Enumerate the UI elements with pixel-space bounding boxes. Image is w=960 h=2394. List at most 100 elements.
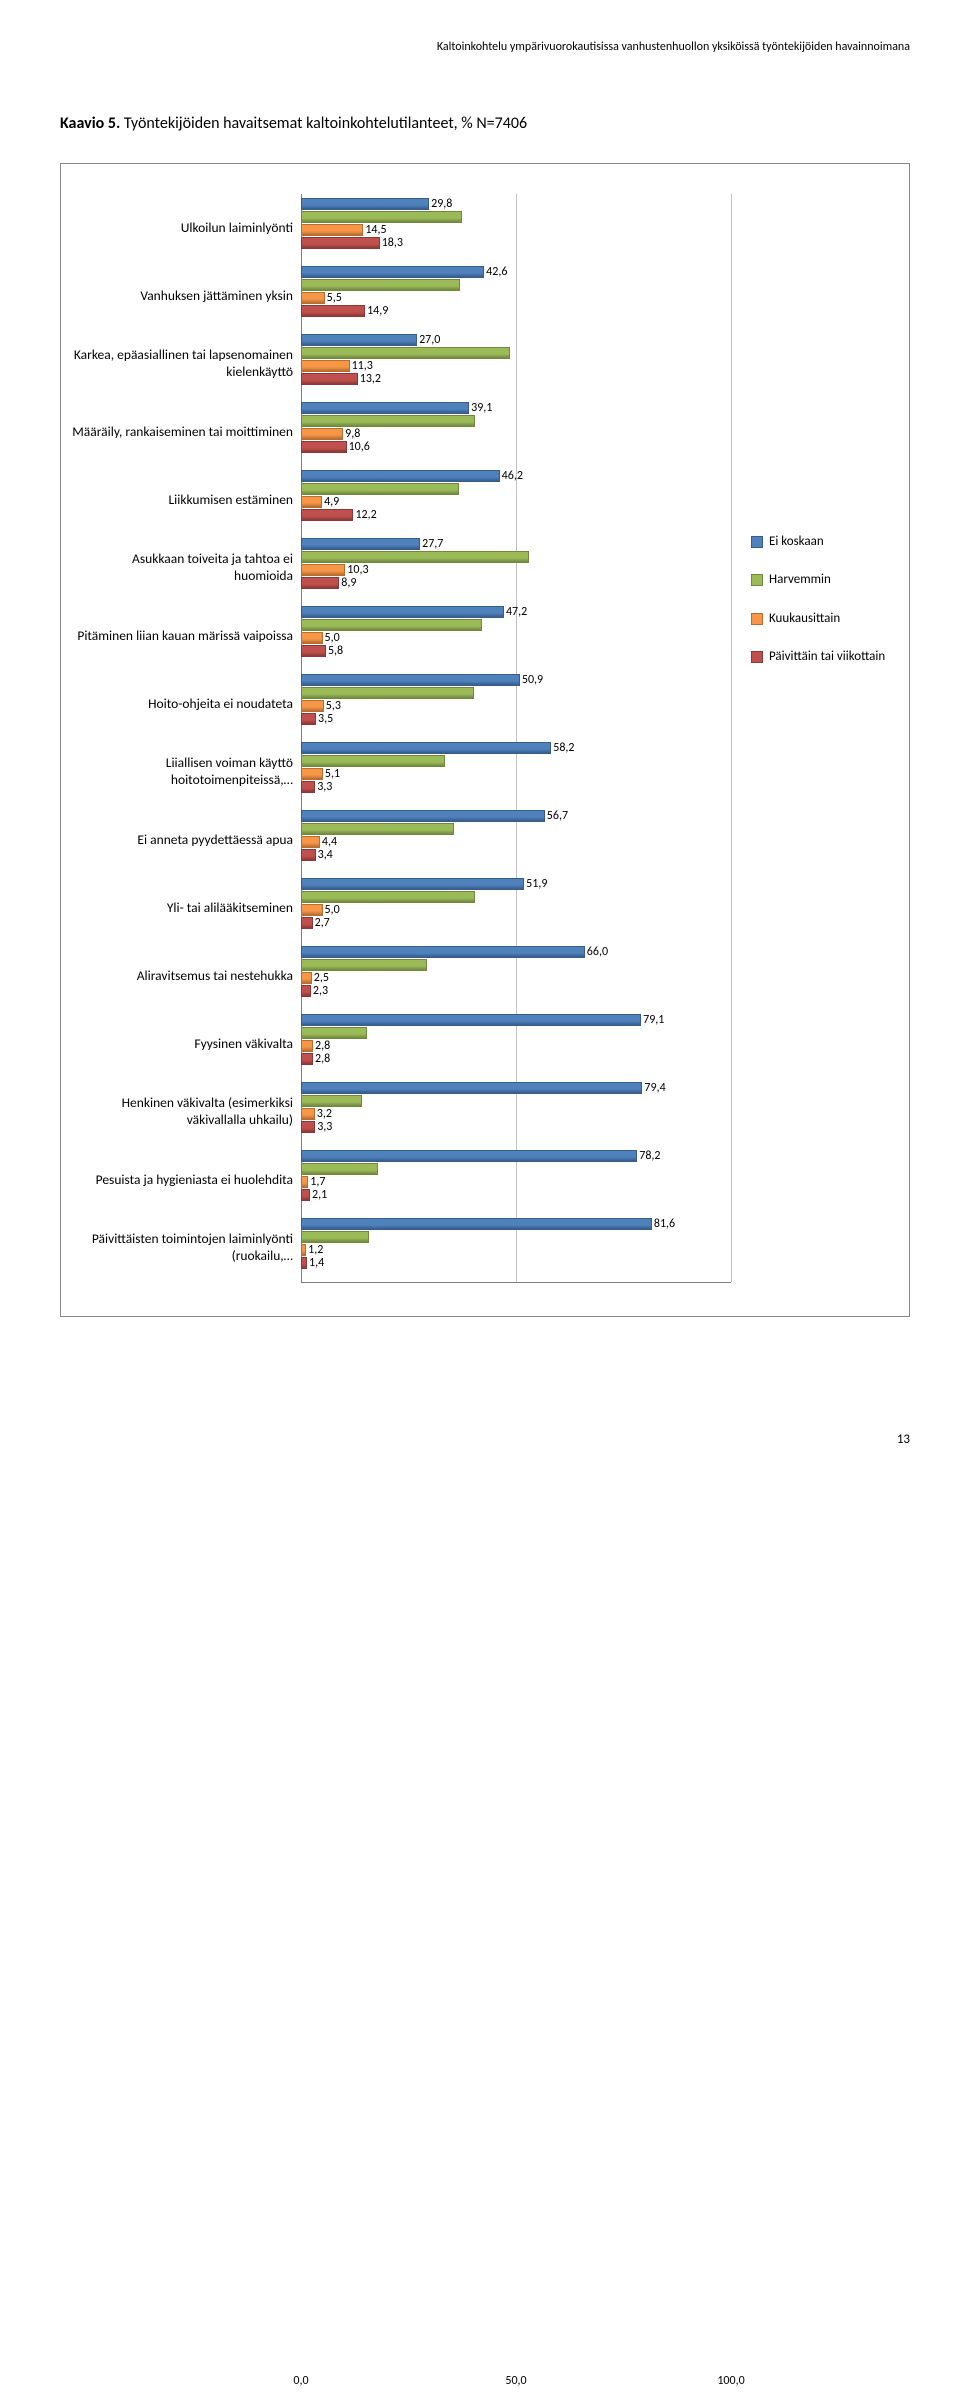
legend: Ei koskaanHarvemminKuukausittainPäivittä… bbox=[731, 194, 899, 687]
category-labels-column: Ulkoilun laiminlyöntiVanhuksen jättämine… bbox=[71, 194, 301, 1282]
chart-area: Ulkoilun laiminlyöntiVanhuksen jättämine… bbox=[71, 194, 899, 1306]
caption-prefix: Kaavio 5. bbox=[60, 114, 124, 133]
bar-group: 27,710,38,9 bbox=[301, 534, 731, 602]
bar bbox=[301, 687, 474, 699]
bar-value-label: 1,2 bbox=[305, 1243, 323, 1257]
category-label: Ei anneta pyydettäessä apua bbox=[71, 806, 301, 874]
category-label: Asukkaan toiveita ja tahtoa ei huomioida bbox=[71, 534, 301, 602]
bar: 78,2 bbox=[301, 1150, 637, 1162]
bar bbox=[301, 823, 454, 835]
bar: 46,2 bbox=[301, 470, 500, 482]
chart-caption: Kaavio 5. Työntekijöiden havaitsemat kal… bbox=[60, 114, 910, 133]
bar: 58,2 bbox=[301, 742, 551, 754]
bar-value-label: 3,3 bbox=[314, 780, 332, 794]
bar-group: 79,43,23,3 bbox=[301, 1078, 731, 1146]
bar-value-label: 78,2 bbox=[636, 1149, 660, 1163]
bar: 29,8 bbox=[301, 198, 429, 210]
bar-value-label: 39,1 bbox=[468, 401, 492, 415]
bar-value-label: 1,4 bbox=[306, 1256, 324, 1270]
bar: 79,1 bbox=[301, 1014, 641, 1026]
bar bbox=[301, 483, 459, 495]
bar: 42,6 bbox=[301, 266, 484, 278]
bar-group: 56,7 4,43,4 bbox=[301, 806, 731, 874]
plot-area: 29,814,518,342,65,514,927,011,313,239,19… bbox=[301, 194, 731, 1306]
legend-item: Kuukausittain bbox=[751, 611, 899, 627]
bar: 14,9 bbox=[301, 305, 365, 317]
bar: 1,2 bbox=[301, 1244, 306, 1256]
bar: 2,7 bbox=[301, 917, 313, 929]
bar-value-label: 5,1 bbox=[322, 767, 340, 781]
bar-value-label: 50,9 bbox=[519, 673, 543, 687]
bar: 1,4 bbox=[301, 1257, 307, 1269]
bar: 2,1 bbox=[301, 1189, 310, 1201]
bar-value-label: 2,7 bbox=[312, 916, 330, 930]
bar bbox=[301, 211, 462, 223]
bar-group: 50,95,33,5 bbox=[301, 670, 731, 738]
legend-swatch bbox=[751, 536, 763, 548]
bar: 14,5 bbox=[301, 224, 363, 236]
bar-value-label: 12,2 bbox=[352, 508, 376, 522]
bar-value-label: 3,2 bbox=[314, 1107, 332, 1121]
legend-swatch bbox=[751, 574, 763, 586]
bar: 81,6 bbox=[301, 1218, 652, 1230]
bar: 4,9 bbox=[301, 496, 322, 508]
bar bbox=[301, 347, 510, 359]
category-label: Fyysinen väkivalta bbox=[71, 1010, 301, 1078]
category-label: Vanhuksen jättäminen yksin bbox=[71, 262, 301, 330]
bar-value-label: 42,6 bbox=[483, 265, 507, 279]
category-label: Yli- tai alilääkitseminen bbox=[71, 874, 301, 942]
bar-group: 39,19,810,6 bbox=[301, 398, 731, 466]
bar: 56,7 bbox=[301, 810, 545, 822]
bar: 5,0 bbox=[301, 904, 323, 916]
bar-value-label: 3,5 bbox=[315, 712, 333, 726]
x-axis-line bbox=[301, 1282, 731, 1283]
bar-value-label: 1,7 bbox=[307, 1175, 325, 1189]
bar bbox=[301, 279, 460, 291]
category-label: Liikkumisen estäminen bbox=[71, 466, 301, 534]
bar: 10,3 bbox=[301, 564, 345, 576]
bar bbox=[301, 1095, 362, 1107]
bar bbox=[301, 1163, 378, 1175]
bar bbox=[301, 1027, 367, 1039]
bar-value-label: 46,2 bbox=[499, 469, 523, 483]
bar: 13,2 bbox=[301, 373, 358, 385]
bar: 5,5 bbox=[301, 292, 325, 304]
bar-value-label: 3,3 bbox=[314, 1120, 332, 1134]
bar: 5,8 bbox=[301, 645, 326, 657]
bar-plot: 29,814,518,342,65,514,927,011,313,239,19… bbox=[301, 194, 731, 1282]
category-label: Henkinen väkivalta (esimerkiksi väkivall… bbox=[71, 1078, 301, 1146]
bar-value-label: 2,5 bbox=[311, 971, 329, 985]
bar-value-label: 29,8 bbox=[428, 197, 452, 211]
bar-value-label: 2,3 bbox=[310, 984, 328, 998]
category-label: Pesuista ja hygieniasta ei huolehdita bbox=[71, 1146, 301, 1214]
chart-frame: Ulkoilun laiminlyöntiVanhuksen jättämine… bbox=[60, 163, 910, 1317]
bar-value-label: 56,7 bbox=[544, 809, 568, 823]
gridline bbox=[731, 194, 732, 1282]
running-head: Kaltoinkohtelu ympärivuorokautisissa van… bbox=[60, 40, 910, 54]
legend-label: Harvemmin bbox=[769, 572, 831, 588]
bar bbox=[301, 959, 427, 971]
legend-item: Harvemmin bbox=[751, 572, 899, 588]
bar: 51,9 bbox=[301, 878, 524, 890]
x-tick-label: 50,0 bbox=[505, 2374, 526, 2388]
bar-value-label: 2,1 bbox=[309, 1188, 327, 1202]
bar-group: 29,814,518,3 bbox=[301, 194, 731, 262]
bar-group: 47,25,05,8 bbox=[301, 602, 731, 670]
category-label: Ulkoilun laiminlyönti bbox=[71, 194, 301, 262]
bar-value-label: 4,4 bbox=[319, 835, 337, 849]
bar-value-label: 58,2 bbox=[550, 741, 574, 755]
bar-value-label: 5,0 bbox=[322, 903, 340, 917]
bar-group: 66,0 2,52,3 bbox=[301, 942, 731, 1010]
bar-group: 42,6 5,514,9 bbox=[301, 262, 731, 330]
category-label: Hoito-ohjeita ei noudateta bbox=[71, 670, 301, 738]
bar: 2,8 bbox=[301, 1053, 313, 1065]
legend-label: Kuukausittain bbox=[769, 611, 840, 627]
bar: 3,4 bbox=[301, 849, 316, 861]
bar-value-label: 8,9 bbox=[338, 576, 356, 590]
bar-value-label: 13,2 bbox=[357, 372, 381, 386]
bar-value-label: 81,6 bbox=[651, 1217, 675, 1231]
page-number: 13 bbox=[897, 1432, 910, 1447]
bar-value-label: 66,0 bbox=[584, 945, 608, 959]
bar: 50,9 bbox=[301, 674, 520, 686]
bar: 10,6 bbox=[301, 441, 347, 453]
